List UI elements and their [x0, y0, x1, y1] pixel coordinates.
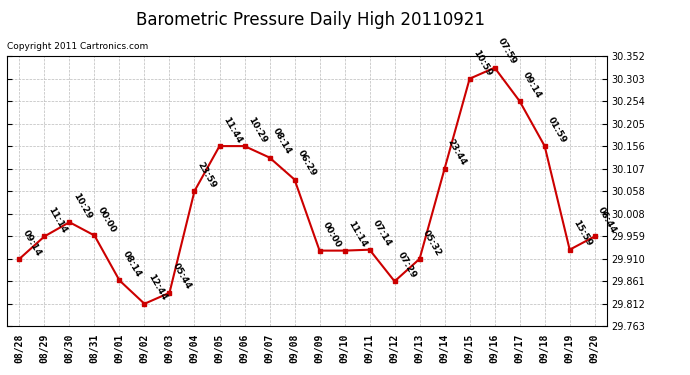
Text: Barometric Pressure Daily High 20110921: Barometric Pressure Daily High 20110921: [136, 11, 485, 29]
Text: 15:59: 15:59: [571, 219, 593, 248]
Text: 10:29: 10:29: [246, 116, 268, 145]
Text: 07:29: 07:29: [396, 251, 418, 280]
Text: 06:44: 06:44: [596, 206, 618, 235]
Text: 07:14: 07:14: [371, 219, 393, 248]
Text: 23:44: 23:44: [446, 138, 469, 167]
Text: 12:44: 12:44: [146, 273, 168, 302]
Text: 11:44: 11:44: [221, 115, 243, 145]
Text: 09:14: 09:14: [21, 228, 43, 258]
Text: 07:59: 07:59: [496, 37, 518, 66]
Text: 05:32: 05:32: [421, 228, 443, 258]
Text: 08:14: 08:14: [271, 127, 293, 156]
Text: 11:14: 11:14: [346, 220, 368, 249]
Text: 05:44: 05:44: [171, 262, 193, 291]
Text: 10:59: 10:59: [471, 48, 493, 77]
Text: 06:29: 06:29: [296, 149, 318, 178]
Text: 01:59: 01:59: [546, 116, 568, 145]
Text: 08:14: 08:14: [121, 250, 143, 279]
Text: 11:14: 11:14: [46, 206, 68, 235]
Text: Copyright 2011 Cartronics.com: Copyright 2011 Cartronics.com: [7, 42, 148, 51]
Text: 10:29: 10:29: [71, 192, 93, 221]
Text: 23:59: 23:59: [196, 160, 218, 190]
Text: 00:00: 00:00: [96, 205, 118, 234]
Text: 00:00: 00:00: [321, 220, 343, 249]
Text: 09:14: 09:14: [521, 70, 543, 100]
